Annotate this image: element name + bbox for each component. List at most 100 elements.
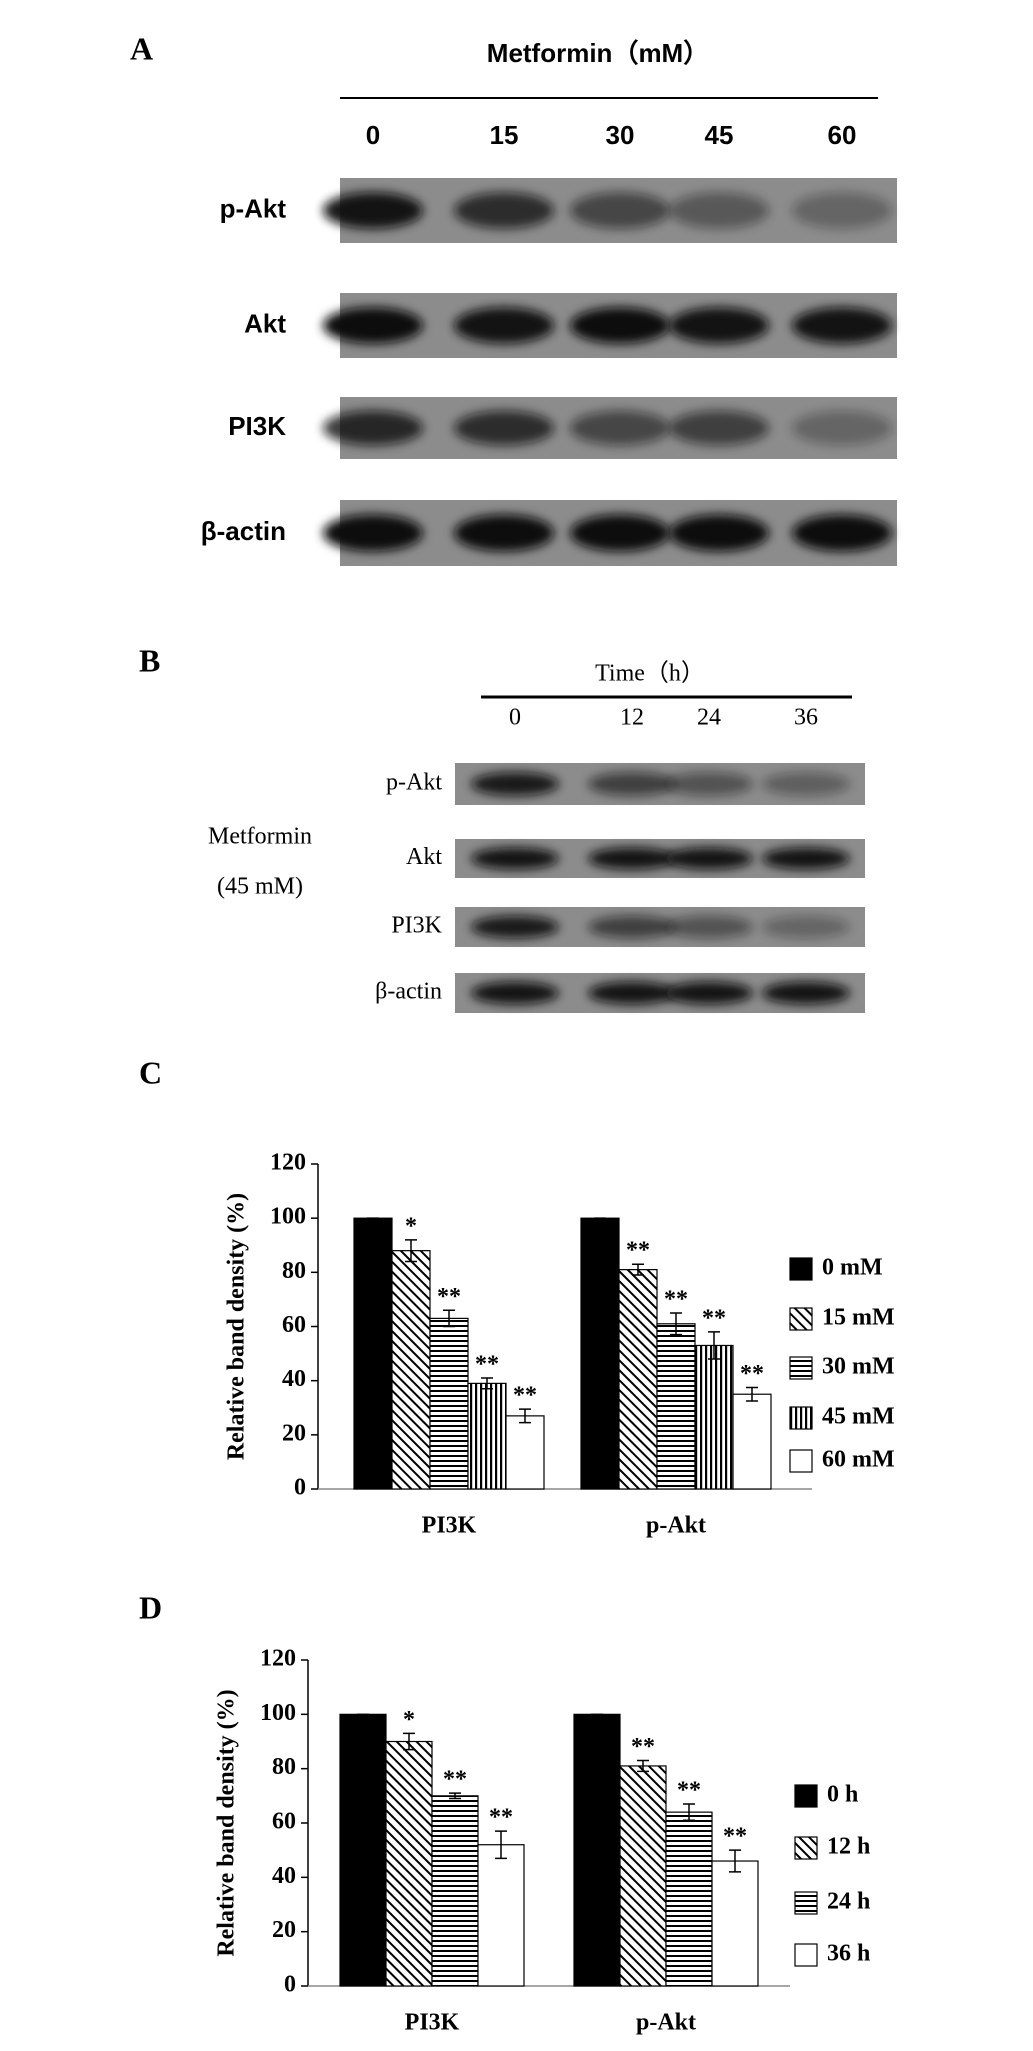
significance: ** <box>723 1824 747 1850</box>
y-tick-label: 0 <box>284 1972 296 1998</box>
x-tick-label: PI3K <box>422 1513 477 1539</box>
legend-swatch <box>794 1836 818 1860</box>
blot-band <box>323 307 423 344</box>
error-bar <box>449 1792 461 1800</box>
significance: ** <box>437 1284 461 1310</box>
bar <box>505 1415 545 1490</box>
legend-label: 36 h <box>827 1941 870 1967</box>
error-bar <box>746 1386 758 1402</box>
error-bar <box>403 1732 415 1751</box>
y-tick-label: 60 <box>272 1809 296 1835</box>
error-bar <box>670 1312 682 1336</box>
panel-title: Time（h） <box>595 661 705 687</box>
bar <box>429 1317 469 1490</box>
y-tick-label: 40 <box>272 1863 296 1889</box>
error-bar <box>519 1408 531 1424</box>
error-bar <box>405 1239 417 1263</box>
significance: ** <box>626 1238 650 1264</box>
error-bar <box>729 1849 741 1873</box>
legend-label: 30 mM <box>822 1354 895 1380</box>
bar <box>353 1217 393 1490</box>
blot-band <box>792 307 892 344</box>
panel-letter: D <box>139 1589 162 1625</box>
y-tick-label: 80 <box>282 1258 306 1284</box>
bar <box>732 1393 772 1490</box>
legend-swatch <box>789 1356 813 1380</box>
blot-band <box>792 514 892 552</box>
significance: ** <box>664 1286 688 1312</box>
blot-band <box>669 307 769 344</box>
row-label: p-Akt <box>386 770 442 796</box>
row-label: p-Akt <box>220 193 287 223</box>
bar <box>391 1250 431 1490</box>
lane-label: 15 <box>490 120 519 150</box>
blot-band <box>323 514 423 552</box>
side-label: (45 mM) <box>217 874 303 900</box>
legend-label: 24 h <box>827 1889 870 1915</box>
y-tick-label: 20 <box>272 1917 296 1943</box>
y-tick-label: 120 <box>260 1646 296 1672</box>
blot-band <box>471 915 559 939</box>
blot-band <box>665 981 753 1005</box>
bar <box>385 1740 433 1987</box>
error-bar <box>683 1803 695 1822</box>
error-bar <box>632 1263 644 1276</box>
lane-label: 0 <box>509 705 521 731</box>
lane-label: 0 <box>366 120 380 150</box>
side-label: Metformin <box>208 824 312 850</box>
blot-band <box>570 307 670 344</box>
legend-label: 12 h <box>827 1834 870 1860</box>
blot-band <box>471 981 559 1005</box>
significance: ** <box>677 1777 701 1803</box>
blot-band <box>669 514 769 552</box>
x-tick-label: PI3K <box>405 2010 460 2036</box>
error-bar <box>708 1331 720 1360</box>
blot-band <box>323 192 423 229</box>
legend-swatch <box>789 1257 813 1281</box>
blot-band <box>588 915 676 939</box>
row-label: β-actin <box>201 516 286 546</box>
bar <box>573 1713 621 1987</box>
y-tick-label: 100 <box>270 1204 306 1230</box>
y-tick-label: 100 <box>260 1700 296 1726</box>
legend-label: 0 h <box>827 1782 858 1808</box>
error-bar <box>495 1830 507 1860</box>
row-label: Akt <box>244 308 286 338</box>
y-tick-label: 0 <box>294 1475 306 1501</box>
significance: ** <box>702 1305 726 1331</box>
blot-band <box>454 410 554 446</box>
significance: ** <box>740 1361 764 1387</box>
bar <box>711 1860 759 1987</box>
significance: * <box>405 1213 417 1239</box>
legend-swatch <box>789 1449 813 1473</box>
blot-band <box>665 915 753 939</box>
blot-band <box>588 772 676 796</box>
bar <box>467 1382 507 1490</box>
blot-band <box>669 192 769 229</box>
bar <box>694 1344 734 1490</box>
lane-label: 60 <box>828 120 857 150</box>
significance: * <box>403 1707 415 1733</box>
blot-band <box>454 514 554 552</box>
blot-band <box>570 410 670 446</box>
legend-swatch <box>794 1891 818 1915</box>
blot-band <box>669 410 769 446</box>
blot-band <box>471 847 559 870</box>
error-bar <box>443 1309 455 1328</box>
legend-label: 60 mM <box>822 1447 895 1473</box>
bar <box>618 1269 658 1490</box>
bar <box>619 1765 667 1987</box>
bar <box>477 1844 525 1987</box>
x-tick-label: p-Akt <box>636 2010 696 2036</box>
blot-band <box>588 981 676 1005</box>
panel-letter: B <box>139 642 160 678</box>
bar <box>665 1811 713 1987</box>
blot-band <box>665 847 753 870</box>
row-label: PI3K <box>391 913 442 939</box>
bar <box>656 1323 696 1490</box>
blot-band <box>570 192 670 229</box>
lane-label: 45 <box>705 120 734 150</box>
significance: ** <box>513 1383 537 1409</box>
x-tick-label: p-Akt <box>646 1513 706 1539</box>
row-label: PI3K <box>228 411 286 441</box>
